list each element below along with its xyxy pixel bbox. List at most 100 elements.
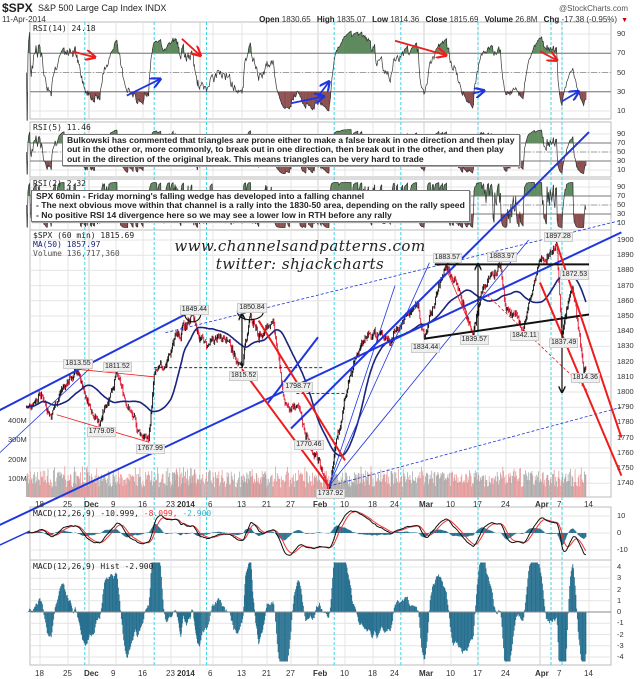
y-tick-label: 50 [617, 200, 626, 209]
trendline-red [241, 368, 330, 487]
hist-legend: MACD(12,26,9) Hist -2.900 [33, 562, 154, 571]
spx-note: SPX 60min - Friday morning's falling wed… [31, 190, 470, 223]
price-label: 1842.11 [510, 330, 539, 341]
x-tick-label: 24 [501, 500, 510, 509]
x-tick-label: 16 [138, 500, 147, 509]
annotation-arrow-blue [126, 79, 160, 97]
annotation-arrow-red [539, 50, 557, 60]
x-tick-label: Feb [313, 669, 328, 678]
trendline-blue [266, 336, 319, 405]
x-tick-label: Mar [419, 669, 434, 678]
x-tick-label: 18 [368, 500, 377, 509]
x-tick-label: 24 [390, 500, 399, 509]
x-tick-label: 13 [237, 500, 246, 509]
macd-signal-value: -8.099, [143, 509, 178, 518]
x-tick-label: 23 [166, 669, 175, 678]
volume-tick-label: 200M [8, 454, 27, 464]
macd-signal-line [26, 511, 587, 554]
x-tick-label: 24 [501, 669, 510, 678]
x-tick-label: 6 [208, 669, 213, 678]
x-tick-label: Dec [84, 669, 99, 678]
x-tick-label: 23 [166, 500, 175, 509]
y-tick-label: 1800 [617, 387, 634, 396]
symbol: $SPX [2, 1, 33, 15]
price-label: 1839.57 [459, 334, 489, 345]
price-label: 1815.52 [229, 371, 259, 382]
annotation-arrow-red [181, 38, 200, 55]
x-tick-label: 9 [111, 500, 116, 509]
y-tick-label: 1740 [617, 478, 634, 488]
y-tick-label: 10 [617, 218, 626, 227]
watermark-site: www.channelsandpatterns.com [174, 237, 426, 255]
y-tick-label: 50 [617, 67, 626, 77]
rsi14-line [26, 30, 587, 121]
x-tick-label: 14 [584, 669, 593, 678]
exchange: INDX [144, 3, 167, 13]
bulkowski-note: Bulkowski has commented that triangles a… [62, 134, 520, 167]
y-tick-label: 30 [617, 209, 626, 218]
x-tick-label: 18 [35, 500, 44, 509]
y-tick-label: 1810 [617, 371, 634, 381]
x-tick-label: 21 [262, 500, 271, 509]
price-label: 1767.99 [135, 443, 165, 454]
price-label: 1779.09 [86, 426, 117, 437]
price-label: 1872.53 [559, 269, 590, 280]
annotation-arrow-blue [290, 97, 323, 105]
y-tick-label: 1870 [617, 280, 634, 290]
macd-hist-value: -2.900 [182, 509, 212, 518]
y-tick-label: 0 [617, 607, 622, 616]
open-value: 1830.65 [281, 15, 311, 24]
price-label: 1897.28 [543, 232, 573, 243]
y-tick-label: 0 [617, 528, 622, 537]
x-tick-label: 13 [237, 669, 246, 678]
name: S&P 500 Large Cap Index [38, 3, 143, 13]
y-tick-label: 2 [617, 584, 622, 594]
price-label: 1850.84 [237, 302, 267, 313]
x-tick-label: Apr [535, 500, 549, 509]
trendline-red [76, 368, 155, 378]
y-tick-label: 1850 [617, 311, 634, 320]
price-label: 1737.92 [315, 489, 346, 500]
y-tick-label: 70 [617, 138, 626, 147]
x-tick-label: 25 [63, 500, 72, 509]
ma50-line [26, 276, 587, 457]
rsi5-legend: RSI(5) 11.46 [33, 123, 91, 132]
down-arrow-icon: ▼ [621, 17, 628, 24]
price-label: 1883.97 [487, 252, 517, 263]
trendline-blue-overflow [0, 530, 31, 546]
y-tick-label: 1750 [617, 463, 634, 472]
y-tick-label: -10 [617, 545, 628, 554]
volume-value: 26.8M [515, 15, 538, 24]
y-tick-label: 1820 [617, 356, 634, 366]
y-tick-label: 10 [617, 106, 626, 115]
y-tick-label: 1760 [617, 447, 634, 457]
trendline-blue [328, 262, 430, 487]
low-value: 1814.36 [390, 15, 420, 24]
y-tick-label: 1860 [617, 295, 634, 305]
y-tick-label: 1790 [617, 402, 634, 412]
volume-label: Volume [484, 15, 513, 24]
volume-tick-label: 300M [8, 435, 27, 445]
rsi14-legend: RSI(14) 24.18 [33, 24, 96, 33]
x-tick-label: Mar [419, 500, 434, 509]
macd-line [26, 510, 587, 556]
x-tick-label: 27 [286, 669, 295, 678]
y-tick-label: 90 [617, 29, 626, 38]
y-tick-label: 4 [617, 562, 622, 571]
macd-legend: MACD(12,26,9) -10.999, -8.099, -2.900 [33, 509, 211, 518]
trendline-blue [328, 406, 622, 487]
annotation-arrow-blue [561, 92, 578, 103]
watermark-twitter: twitter: shjackcharts [215, 255, 385, 273]
x-tick-label: 10 [340, 669, 349, 678]
high-label: High [316, 15, 335, 24]
spx-note-line-1: - The next obvious move within that chan… [36, 200, 465, 211]
y-tick-label: 1780 [617, 417, 634, 427]
spx-note-title: SPX 60min - Friday morning's falling wed… [36, 191, 365, 201]
y-tick-label: 1 [617, 595, 622, 605]
trendline-red [445, 267, 473, 332]
open-label: Open [259, 15, 280, 24]
annotation-arrow-red [71, 51, 94, 57]
x-tick-label: 18 [368, 669, 377, 678]
price-label: 1849.44 [179, 304, 210, 315]
instrument-name: S&P 500 Large Cap Index INDX [38, 3, 166, 13]
